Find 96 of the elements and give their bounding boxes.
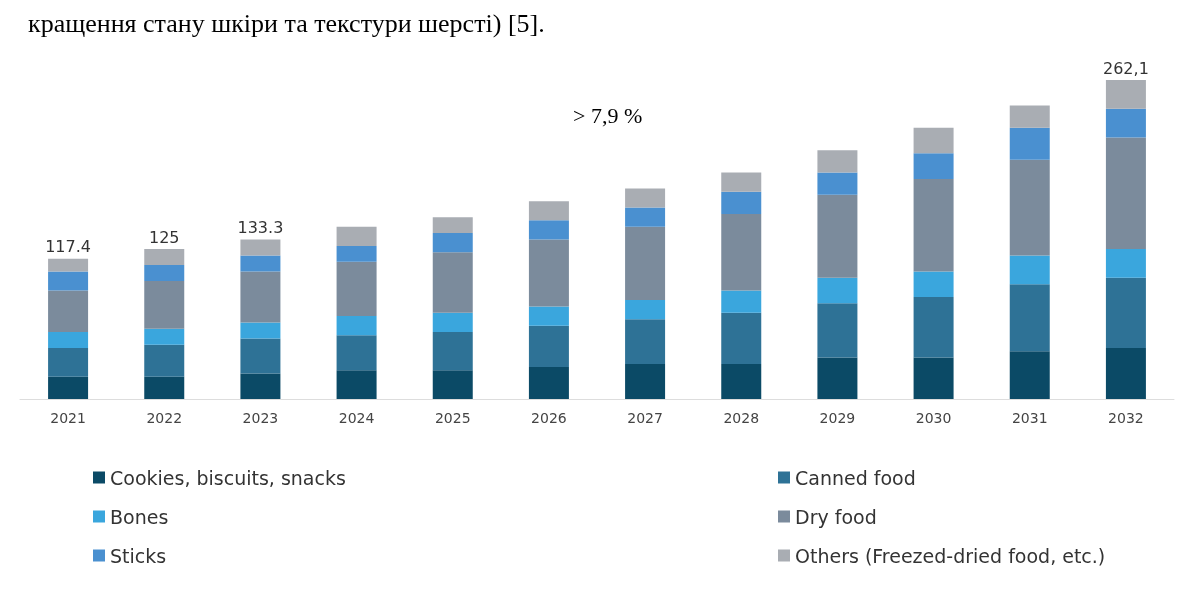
bar [336, 316, 377, 336]
bar [432, 252, 473, 313]
bar [1009, 255, 1050, 285]
bar [1009, 127, 1050, 160]
bar [240, 255, 281, 272]
legend-label: Bones [110, 505, 169, 528]
bar [240, 322, 281, 339]
bar [48, 271, 89, 291]
x-tick-label: 2021 [50, 410, 86, 426]
legend-label: Sticks [110, 544, 167, 567]
bar [144, 344, 185, 377]
bar [913, 271, 954, 297]
bar [48, 347, 89, 377]
x-tick-label: 2027 [627, 410, 663, 426]
bar [48, 290, 89, 333]
x-tick-label: 2026 [531, 410, 567, 426]
bar [240, 271, 281, 323]
legend-label: Dry food [795, 505, 877, 528]
bar [432, 332, 473, 371]
bar [817, 303, 858, 358]
bar [1009, 159, 1050, 256]
bar [625, 300, 666, 320]
bar [1009, 351, 1050, 399]
bar [336, 226, 377, 246]
bar [817, 277, 858, 304]
bar [144, 249, 185, 266]
bar [721, 312, 762, 364]
x-tick-label: 2022 [146, 410, 183, 426]
bar [913, 296, 954, 358]
bar [528, 306, 569, 326]
bar [528, 220, 569, 240]
bar [144, 328, 185, 345]
bar [432, 217, 473, 234]
bar [817, 357, 858, 399]
bar [336, 261, 377, 317]
bar [721, 363, 762, 399]
bar [913, 357, 954, 399]
x-tick-label: 2029 [819, 410, 856, 426]
x-tick-label: 2031 [1011, 410, 1048, 426]
bar [144, 265, 185, 281]
x-tick-label: 2028 [723, 410, 760, 426]
bar [625, 363, 666, 399]
bar [528, 325, 569, 368]
bar [48, 332, 89, 348]
annotation: > 7,9 % [573, 102, 643, 128]
bar [432, 312, 473, 333]
bar [913, 178, 954, 272]
bar [240, 373, 281, 399]
bar [721, 191, 762, 214]
annotation: 125 [148, 227, 180, 247]
bar [144, 376, 185, 399]
x-tick-label: 2023 [242, 410, 279, 426]
bar [1105, 80, 1146, 109]
text: кращення стану шкіри та текстури шерсті) [5]. [28, 8, 545, 38]
bar [817, 172, 858, 195]
bar [144, 280, 185, 329]
bar [528, 201, 569, 221]
bar [1105, 108, 1146, 138]
bar [913, 153, 954, 179]
bar [625, 226, 666, 301]
annotation: 262,1 [1103, 58, 1149, 78]
x-tick-label: 2030 [915, 410, 952, 426]
bar [1009, 284, 1050, 352]
legend-label: Cookies, biscuits, snacks [110, 466, 346, 489]
bar [625, 207, 666, 227]
bar [721, 290, 762, 313]
bar [336, 370, 377, 399]
bar [817, 194, 858, 278]
bar [1105, 277, 1146, 348]
bar [625, 319, 666, 364]
bar [528, 367, 569, 399]
bar [48, 258, 89, 272]
bar [528, 239, 569, 307]
x-tick-label: 2025 [434, 410, 471, 426]
bar [48, 376, 89, 399]
x-tick-label: 2024 [338, 410, 375, 426]
bar [913, 127, 954, 154]
bar [1009, 105, 1050, 128]
annotation: 117.4 [45, 237, 91, 257]
bar [1105, 347, 1146, 399]
bar [1105, 249, 1146, 278]
annotation: 133.3 [237, 218, 284, 237]
bar [240, 338, 281, 374]
bar [817, 150, 858, 173]
bar [336, 245, 377, 262]
bar [432, 370, 473, 399]
bar [336, 335, 377, 371]
bar [1105, 137, 1146, 250]
bar [721, 213, 762, 291]
bar [240, 239, 281, 256]
legend-label: Canned food [795, 466, 916, 489]
legend-label: Others (Freezed-dried food, etc.) [795, 544, 1106, 567]
bar [432, 233, 473, 253]
x-tick-label: 2032 [1108, 410, 1144, 426]
bar [625, 188, 666, 208]
bar [721, 172, 762, 192]
